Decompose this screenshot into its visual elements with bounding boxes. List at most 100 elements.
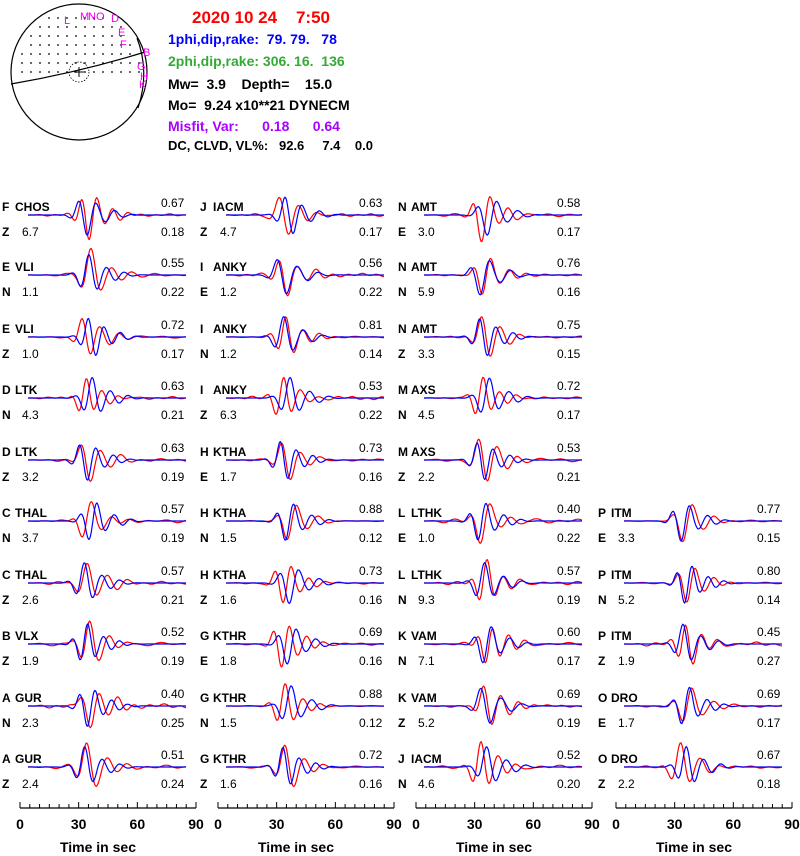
synthetic-trace xyxy=(424,442,582,481)
grid-dot xyxy=(39,44,41,46)
grid-dot xyxy=(39,53,41,55)
component-label: Z xyxy=(598,654,605,668)
grid-dot xyxy=(21,62,23,64)
distance-label: 1.8 xyxy=(220,654,237,668)
distance-label: 1.7 xyxy=(220,470,237,484)
correlation-label: 0.69 xyxy=(359,625,383,639)
amplitude-label: 0.12 xyxy=(359,716,383,730)
waveform-panel: L LTHK N 9.3 0.57 0.19 xyxy=(398,558,583,607)
waveform-panel: J IACM Z 4.7 0.63 0.17 xyxy=(200,196,385,239)
correlation-label: 0.57 xyxy=(161,564,185,578)
synthetic-trace xyxy=(28,561,186,599)
nodal-plane-curve-2 xyxy=(136,37,145,109)
misfit-variance: Misfit, Var: 0.18 0.64 xyxy=(168,118,340,134)
time-axis-title: Time in sec xyxy=(60,839,136,855)
station-name-label: AMT xyxy=(411,322,438,336)
station-name-label: VLI xyxy=(15,322,34,336)
waveform-panel: P ITM N 5.2 0.80 0.14 xyxy=(598,564,783,607)
station-name-label: ITM xyxy=(611,568,632,582)
correlation-label: 0.58 xyxy=(557,196,581,210)
station-code-label: A xyxy=(2,752,11,766)
amplitude-label: 0.19 xyxy=(557,593,581,607)
distance-label: 5.9 xyxy=(418,285,435,299)
grid-dot xyxy=(102,53,104,55)
amplitude-label: 0.22 xyxy=(359,408,383,422)
synthetic-trace xyxy=(226,569,384,605)
correlation-label: 0.72 xyxy=(359,748,383,762)
grid-dot xyxy=(48,71,50,73)
synthetic-trace xyxy=(28,444,186,481)
grid-dot xyxy=(66,17,68,19)
time-tick-label: 0 xyxy=(214,816,222,832)
grid-dot xyxy=(66,62,68,64)
component-label: Z xyxy=(2,225,9,239)
correlation-label: 0.80 xyxy=(757,564,781,578)
component-label: N xyxy=(2,408,11,422)
station-name-label: KTHA xyxy=(213,445,247,459)
component-label: Z xyxy=(2,593,9,607)
synthetic-trace xyxy=(226,315,384,351)
correlation-label: 0.40 xyxy=(557,502,581,516)
grid-dot xyxy=(39,62,41,64)
grid-dot xyxy=(75,35,77,37)
header-text-block: 2020 10 24 7:50 1phi,dip,rake: 79. 79. 7… xyxy=(160,4,400,154)
synthetic-trace xyxy=(226,746,384,785)
grid-dot xyxy=(93,35,95,37)
grid-dot xyxy=(102,17,104,19)
grid-dot xyxy=(111,62,113,64)
amplitude-label: 0.16 xyxy=(359,470,383,484)
amplitude-label: 0.17 xyxy=(557,408,581,422)
beachball-station-label: H xyxy=(140,71,148,83)
station-name-label: AXS xyxy=(411,445,436,459)
station-code-label: G xyxy=(200,629,209,643)
grid-dot xyxy=(57,53,59,55)
grid-dot xyxy=(138,71,140,73)
distance-label: 1.9 xyxy=(22,654,39,668)
distance-label: 1.2 xyxy=(220,347,237,361)
amplitude-label: 0.14 xyxy=(359,347,383,361)
synthetic-trace xyxy=(424,200,582,236)
correlation-label: 0.63 xyxy=(161,379,185,393)
beachball-station-label: K xyxy=(139,79,147,91)
synthetic-trace xyxy=(424,561,582,597)
amplitude-label: 0.17 xyxy=(161,347,185,361)
synthetic-trace xyxy=(424,687,582,724)
synthetic-trace xyxy=(624,505,782,543)
correlation-label: 0.63 xyxy=(161,441,185,455)
station-name-label: KTHR xyxy=(213,629,247,643)
synthetic-trace xyxy=(226,259,384,295)
grid-dot xyxy=(93,17,95,19)
correlation-label: 0.57 xyxy=(557,564,581,578)
station-code-label: N xyxy=(398,200,407,214)
distance-label: 1.5 xyxy=(220,716,237,730)
distance-label: 4.5 xyxy=(418,408,435,422)
beachball-station-label: G xyxy=(137,61,146,73)
station-name-label: VAM xyxy=(411,691,437,705)
station-code-label: I xyxy=(200,383,203,397)
component-label: E xyxy=(200,470,208,484)
correlation-label: 0.75 xyxy=(557,318,581,332)
time-axis: 0 30 60 90 Time in sec xyxy=(412,802,600,855)
waveform-panel: N AMT E 3.0 0.58 0.17 xyxy=(398,195,583,243)
grid-dot xyxy=(48,26,50,28)
synthetic-trace xyxy=(28,253,186,290)
amplitude-label: 0.17 xyxy=(557,225,581,239)
grid-dot xyxy=(57,35,59,37)
component-label: N xyxy=(200,347,209,361)
distance-label: 1.0 xyxy=(22,347,39,361)
amplitude-label: 0.16 xyxy=(557,285,581,299)
distance-label: 4.7 xyxy=(220,225,237,239)
component-label: E xyxy=(200,654,208,668)
distance-label: 1.6 xyxy=(220,777,237,791)
correlation-label: 0.72 xyxy=(161,318,185,332)
station-code-label: H xyxy=(200,445,209,459)
correlation-label: 0.60 xyxy=(557,625,581,639)
grid-dot xyxy=(102,44,104,46)
component-label: E xyxy=(398,225,406,239)
correlation-label: 0.55 xyxy=(161,256,185,270)
synthetic-trace xyxy=(28,200,186,236)
time-tick-label: 60 xyxy=(526,816,542,832)
correlation-label: 0.69 xyxy=(757,687,781,701)
grid-dot xyxy=(120,62,122,64)
grid-dot xyxy=(93,44,95,46)
